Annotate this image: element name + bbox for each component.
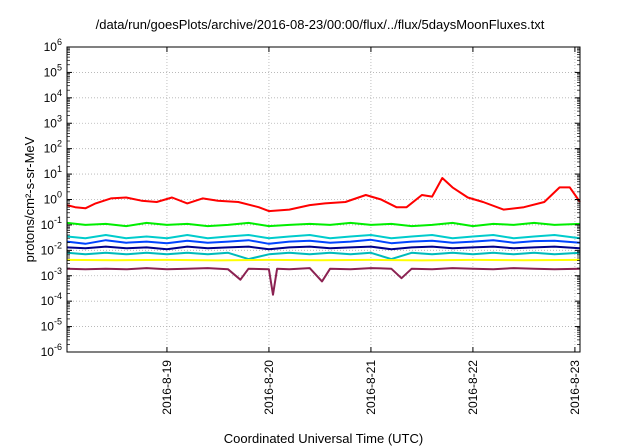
chart-title: /data/run/goesPlots/archive/2016-08-23/0… [96, 17, 545, 32]
y-tick-label: 10-4 [41, 291, 62, 308]
y-tick-label: 103 [44, 113, 62, 130]
y-tick-exponent: 6 [57, 37, 62, 47]
y-tick-exponent: 0 [57, 190, 62, 200]
y-tick-exponent: -1 [54, 215, 62, 225]
y-tick-label: 106 [44, 37, 62, 54]
series-line-3 [66, 234, 581, 240]
y-tick-label: 10-1 [41, 215, 62, 232]
y-tick-exponent: -4 [54, 291, 62, 301]
y-tick-base: 10 [44, 167, 58, 181]
y-tick-base: 10 [41, 345, 55, 359]
series-layer [66, 177, 581, 296]
x-tick-label: 2016-8-23 [568, 360, 582, 415]
y-tick-exponent: 2 [57, 139, 62, 149]
y-tick-label: 10-6 [41, 342, 62, 359]
y-tick-exponent: 4 [57, 88, 62, 98]
series-line-7 [66, 258, 581, 262]
y-tick-label: 10-5 [41, 317, 62, 334]
y-tick-label: 104 [44, 88, 62, 105]
y-tick-label: 100 [44, 190, 62, 207]
y-tick-exponent: 1 [57, 164, 62, 174]
series-line-8 [66, 267, 581, 296]
y-axis: 10-610-510-410-310-210-11001011021031041… [41, 37, 580, 359]
x-axis: 2016-8-19 2016-8-20 2016-8-21 2016-8-22 2016… [160, 47, 582, 415]
y-tick-exponent: -2 [54, 240, 62, 250]
y-tick-base: 10 [41, 294, 55, 308]
y-tick-base: 10 [44, 193, 58, 207]
series-line-4 [66, 238, 581, 245]
y-tick-base: 10 [41, 269, 55, 283]
x-tick-label: 2016-8-20 [262, 360, 276, 415]
y-axis-label: protons/cm²-s-sr-MeV [22, 136, 37, 262]
plot-frame [66, 46, 581, 353]
y-tick-exponent: -3 [54, 266, 62, 276]
x-tick-label: 2016-8-21 [364, 360, 378, 415]
y-tick-label: 105 [44, 62, 62, 79]
x-axis-label: Coordinated Universal Time (UTC) [224, 431, 423, 446]
grid [67, 46, 580, 353]
y-tick-label: 101 [44, 164, 62, 181]
y-tick-exponent: 5 [57, 62, 62, 72]
y-tick-label: 102 [44, 139, 62, 156]
y-tick-label: 10-2 [41, 240, 62, 257]
x-tick-label: 2016-8-19 [160, 360, 174, 415]
series-line-5 [66, 245, 581, 251]
y-tick-base: 10 [44, 116, 58, 130]
y-tick-base: 10 [41, 218, 55, 232]
y-tick-base: 10 [44, 65, 58, 79]
y-tick-base: 10 [44, 40, 58, 54]
y-tick-base: 10 [44, 91, 58, 105]
y-tick-label: 10-3 [41, 266, 62, 283]
y-tick-base: 10 [41, 243, 55, 257]
y-tick-exponent: -5 [54, 317, 62, 327]
y-tick-exponent: -6 [54, 342, 62, 352]
series-line-1 [66, 177, 581, 213]
series-line-6 [66, 251, 581, 261]
y-tick-base: 10 [41, 320, 55, 334]
y-tick-base: 10 [44, 142, 58, 156]
series-line-2 [66, 221, 581, 228]
y-tick-exponent: 3 [57, 113, 62, 123]
x-tick-label: 2016-8-22 [466, 360, 480, 415]
